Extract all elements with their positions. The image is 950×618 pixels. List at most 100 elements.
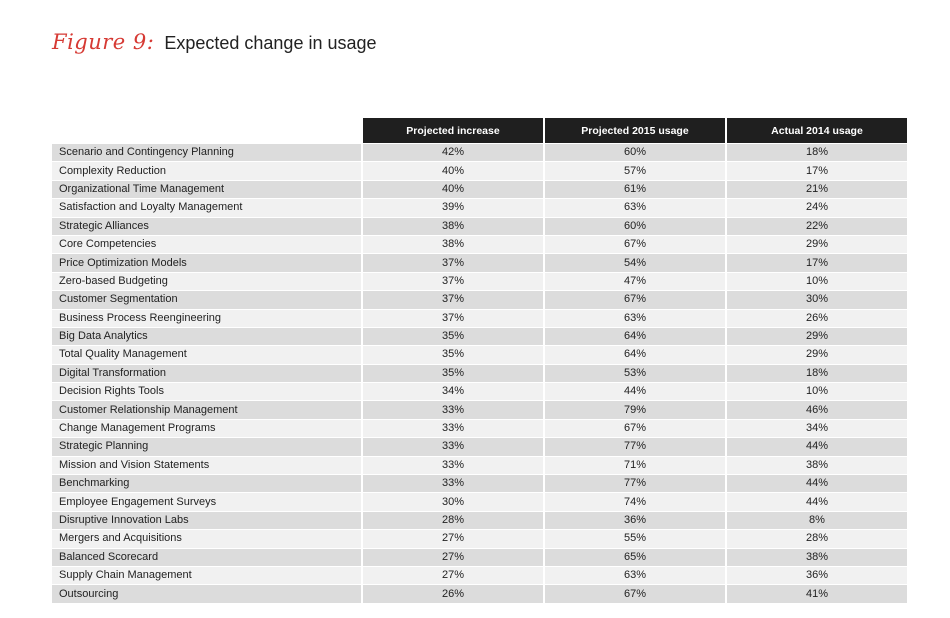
row-label: Zero-based Budgeting <box>52 271 361 291</box>
row-label: Digital Transformation <box>52 363 361 383</box>
row-label: Big Data Analytics <box>52 326 361 346</box>
cell-projected-increase: 33% <box>361 474 543 493</box>
header-blank-cell <box>52 118 361 143</box>
cell-projected-increase: 33% <box>361 455 543 475</box>
cell-projected-increase: 35% <box>361 363 543 383</box>
cell-projected-2015-usage: 57% <box>543 161 725 180</box>
cell-actual-2014-usage: 44% <box>725 474 907 493</box>
table-row: Change Management Programs 33% 67% 34% <box>52 418 907 438</box>
row-label: Business Process Reengineering <box>52 308 361 327</box>
cell-projected-increase: 40% <box>361 161 543 180</box>
cell-projected-increase: 38% <box>361 234 543 254</box>
cell-projected-2015-usage: 79% <box>543 400 725 419</box>
cell-projected-2015-usage: 54% <box>543 253 725 272</box>
table-row: Core Competencies 38% 67% 29% <box>52 234 907 254</box>
usage-table: Projected increase Projected 2015 usage … <box>52 118 907 603</box>
cell-projected-2015-usage: 64% <box>543 326 725 346</box>
cell-actual-2014-usage: 22% <box>725 216 907 235</box>
row-label: Mergers and Acquisitions <box>52 529 361 548</box>
cell-actual-2014-usage: 18% <box>725 363 907 383</box>
figure-label: Figure 9: <box>52 30 155 54</box>
table-body: Scenario and Contingency Planning 42% 60% 1… <box>52 143 907 603</box>
cell-projected-increase: 27% <box>361 565 543 585</box>
cell-actual-2014-usage: 24% <box>725 198 907 217</box>
table-row: Complexity Reduction 40% 57% 17% <box>52 161 907 180</box>
table-row: Big Data Analytics 35% 64% 29% <box>52 326 907 346</box>
table-row: Customer Segmentation 37% 67% 30% <box>52 290 907 309</box>
cell-actual-2014-usage: 8% <box>725 510 907 530</box>
table-row: Strategic Planning 33% 77% 44% <box>52 437 907 456</box>
table-row: Customer Relationship Management 33% 79% 46… <box>52 400 907 419</box>
cell-projected-2015-usage: 44% <box>543 382 725 401</box>
cell-projected-2015-usage: 63% <box>543 565 725 585</box>
cell-projected-increase: 33% <box>361 418 543 438</box>
table-row: Mergers and Acquisitions 27% 55% 28% <box>52 529 907 548</box>
table-row: Balanced Scorecard 27% 65% 38% <box>52 547 907 566</box>
cell-actual-2014-usage: 36% <box>725 565 907 585</box>
cell-projected-increase: 28% <box>361 510 543 530</box>
cell-projected-2015-usage: 47% <box>543 271 725 291</box>
row-label: Strategic Alliances <box>52 216 361 235</box>
cell-projected-increase: 37% <box>361 290 543 309</box>
cell-actual-2014-usage: 10% <box>725 382 907 401</box>
cell-actual-2014-usage: 28% <box>725 529 907 548</box>
cell-actual-2014-usage: 29% <box>725 234 907 254</box>
cell-projected-2015-usage: 71% <box>543 455 725 475</box>
row-label: Disruptive Innovation Labs <box>52 510 361 530</box>
cell-projected-increase: 26% <box>361 584 543 603</box>
cell-projected-2015-usage: 77% <box>543 437 725 456</box>
cell-projected-2015-usage: 74% <box>543 492 725 511</box>
row-label: Price Optimization Models <box>52 253 361 272</box>
cell-projected-2015-usage: 67% <box>543 418 725 438</box>
table-row: Price Optimization Models 37% 54% 17% <box>52 253 907 272</box>
cell-actual-2014-usage: 17% <box>725 253 907 272</box>
row-label: Organizational Time Management <box>52 179 361 199</box>
row-label: Satisfaction and Loyalty Management <box>52 198 361 217</box>
table-row: Zero-based Budgeting 37% 47% 10% <box>52 271 907 291</box>
table-row: Supply Chain Management 27% 63% 36% <box>52 565 907 585</box>
table-row: Scenario and Contingency Planning 42% 60% 1… <box>52 143 907 162</box>
cell-actual-2014-usage: 38% <box>725 455 907 475</box>
row-label: Mission and Vision Statements <box>52 455 361 475</box>
cell-projected-2015-usage: 60% <box>543 143 725 162</box>
cell-projected-2015-usage: 55% <box>543 529 725 548</box>
cell-projected-increase: 37% <box>361 253 543 272</box>
cell-projected-increase: 37% <box>361 308 543 327</box>
cell-actual-2014-usage: 18% <box>725 143 907 162</box>
cell-actual-2014-usage: 10% <box>725 271 907 291</box>
cell-actual-2014-usage: 46% <box>725 400 907 419</box>
row-label: Balanced Scorecard <box>52 547 361 566</box>
cell-actual-2014-usage: 26% <box>725 308 907 327</box>
row-label: Outsourcing <box>52 584 361 603</box>
cell-projected-increase: 39% <box>361 198 543 217</box>
row-label: Total Quality Management <box>52 345 361 364</box>
cell-projected-2015-usage: 65% <box>543 547 725 566</box>
column-header-actual-2014-usage: Actual 2014 usage <box>725 118 907 143</box>
cell-projected-2015-usage: 63% <box>543 308 725 327</box>
cell-projected-2015-usage: 67% <box>543 290 725 309</box>
figure-title: Expected change in usage <box>164 33 377 53</box>
cell-projected-increase: 33% <box>361 400 543 419</box>
row-label: Decision Rights Tools <box>52 382 361 401</box>
cell-projected-2015-usage: 60% <box>543 216 725 235</box>
cell-projected-2015-usage: 77% <box>543 474 725 493</box>
cell-projected-increase: 35% <box>361 326 543 346</box>
cell-projected-increase: 27% <box>361 547 543 566</box>
cell-actual-2014-usage: 29% <box>725 326 907 346</box>
cell-projected-2015-usage: 61% <box>543 179 725 199</box>
header-row: Projected increase Projected 2015 usage … <box>52 118 907 143</box>
cell-projected-increase: 37% <box>361 271 543 291</box>
column-header-projected-increase: Projected increase <box>361 118 543 143</box>
cell-actual-2014-usage: 17% <box>725 161 907 180</box>
cell-projected-2015-usage: 67% <box>543 584 725 603</box>
table-row: Total Quality Management 35% 64% 29% <box>52 345 907 364</box>
table-row: Employee Engagement Surveys 30% 74% 44% <box>52 492 907 511</box>
cell-projected-increase: 33% <box>361 437 543 456</box>
row-label: Complexity Reduction <box>52 161 361 180</box>
table-row: Decision Rights Tools 34% 44% 10% <box>52 382 907 401</box>
row-label: Strategic Planning <box>52 437 361 456</box>
cell-projected-increase: 35% <box>361 345 543 364</box>
cell-actual-2014-usage: 21% <box>725 179 907 199</box>
cell-projected-2015-usage: 36% <box>543 510 725 530</box>
cell-projected-2015-usage: 53% <box>543 363 725 383</box>
